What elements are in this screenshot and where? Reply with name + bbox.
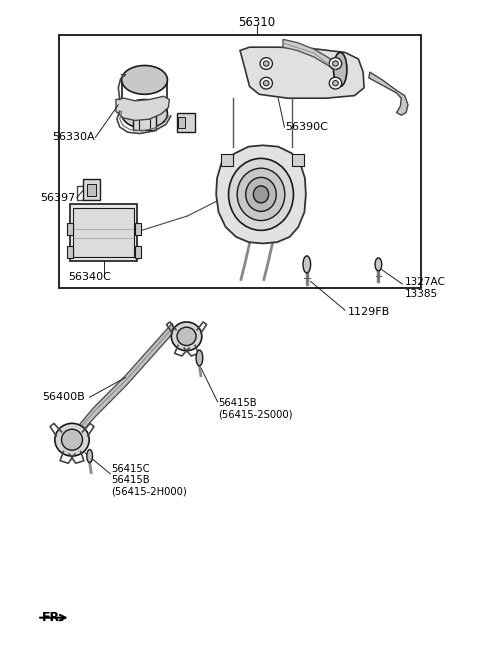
Bar [70, 204, 137, 261]
Ellipse shape [246, 177, 276, 212]
Bar [73, 208, 134, 256]
Text: 56415B
(56415-2S000): 56415B (56415-2S000) [218, 397, 293, 419]
Polygon shape [216, 145, 306, 244]
Bar [178, 116, 185, 128]
Bar [135, 246, 141, 258]
Ellipse shape [303, 256, 311, 273]
Text: 56415C
56415B
(56415-2H000): 56415C 56415B (56415-2H000) [111, 464, 187, 497]
Ellipse shape [260, 58, 273, 70]
Bar [59, 35, 421, 288]
Ellipse shape [121, 99, 168, 128]
Bar [292, 154, 304, 166]
Ellipse shape [264, 61, 269, 66]
Ellipse shape [61, 429, 83, 450]
Ellipse shape [375, 258, 382, 271]
Bar [132, 116, 156, 130]
Ellipse shape [87, 449, 93, 463]
Ellipse shape [333, 61, 338, 66]
Ellipse shape [237, 168, 285, 221]
Ellipse shape [55, 423, 89, 456]
Ellipse shape [196, 350, 203, 366]
Bar [87, 184, 96, 196]
Bar [177, 112, 195, 132]
Polygon shape [240, 47, 364, 98]
Text: 1327AC
13385: 1327AC 13385 [405, 277, 445, 299]
Polygon shape [369, 72, 408, 115]
Polygon shape [77, 323, 174, 436]
Text: 1129FB: 1129FB [348, 307, 390, 317]
Bar [67, 223, 73, 235]
Ellipse shape [334, 53, 347, 87]
Ellipse shape [121, 66, 168, 95]
Ellipse shape [177, 327, 196, 346]
Text: 56397: 56397 [40, 193, 75, 202]
Text: FR.: FR. [42, 611, 65, 624]
Ellipse shape [260, 78, 273, 89]
Ellipse shape [253, 186, 269, 203]
Ellipse shape [228, 158, 293, 231]
Bar [84, 179, 100, 200]
Bar [221, 154, 233, 166]
Ellipse shape [333, 81, 338, 86]
Ellipse shape [171, 322, 202, 351]
Bar [67, 246, 73, 258]
Text: 56310: 56310 [238, 16, 275, 29]
Polygon shape [116, 97, 169, 120]
Bar [135, 223, 141, 235]
Text: 56340C: 56340C [68, 273, 111, 283]
Ellipse shape [264, 81, 269, 86]
Text: 56390C: 56390C [285, 122, 328, 132]
Text: 56330A: 56330A [52, 133, 95, 143]
Polygon shape [283, 39, 339, 74]
Ellipse shape [329, 78, 342, 89]
Ellipse shape [329, 58, 342, 70]
Text: 56400B: 56400B [42, 392, 85, 402]
